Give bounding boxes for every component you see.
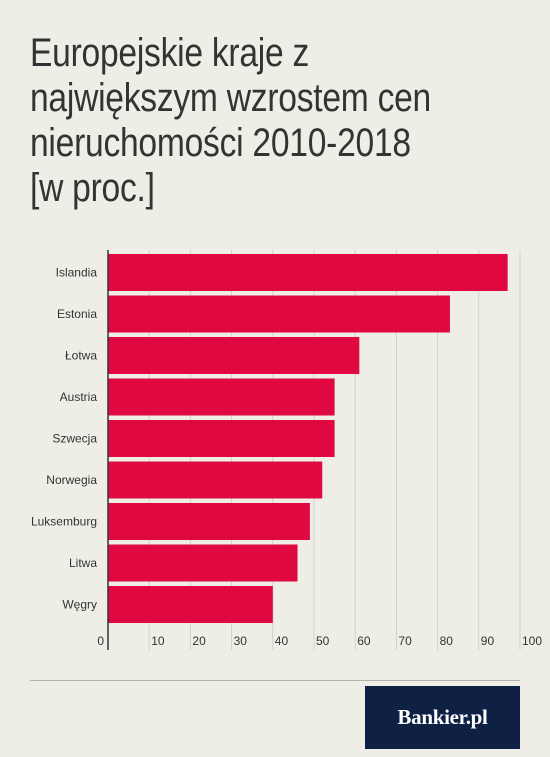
- x-tick-label: 60: [357, 634, 371, 648]
- category-label: Islandia: [56, 266, 98, 280]
- x-tick-label: 30: [234, 634, 248, 648]
- bar: [108, 586, 273, 623]
- x-tick-label: 50: [316, 634, 330, 648]
- x-tick-label: 0: [97, 634, 104, 648]
- x-tick-labels: 0 10 20 30 40 50 60 70 80 90 100: [97, 634, 542, 648]
- x-tick-label: 10: [151, 634, 165, 648]
- bar: [108, 254, 508, 291]
- x-tick-label: 70: [398, 634, 412, 648]
- bar: [108, 378, 335, 416]
- category-label: Estonia: [57, 307, 97, 321]
- category-label: Litwa: [69, 556, 97, 570]
- logo-text: Bankier.pl: [397, 705, 488, 729]
- bar: [108, 503, 310, 540]
- bankier-logo[interactable]: Bankier.pl: [365, 686, 520, 749]
- x-tick-label: 80: [440, 634, 454, 648]
- category-label: Austria: [60, 390, 98, 404]
- x-tick-label: 20: [192, 634, 206, 648]
- bars: [108, 254, 508, 623]
- x-tick-label: 90: [481, 634, 495, 648]
- category-label: Norwegia: [46, 473, 97, 487]
- category-label: Węgry: [62, 598, 97, 612]
- bar-chart: Islandia Estonia Łotwa Austria Szwecja Norweg…: [31, 250, 542, 650]
- category-label: Łotwa: [65, 349, 97, 363]
- footer-divider: [30, 680, 520, 681]
- x-tick-label: 100: [522, 634, 542, 648]
- category-label: Luksemburg: [31, 515, 97, 529]
- category-label: Szwecja: [52, 432, 97, 446]
- bar: [108, 337, 360, 374]
- bar: [108, 461, 323, 499]
- bar: [108, 295, 450, 333]
- chart-title: Europejskie kraje z największym wzrostem…: [30, 31, 431, 210]
- bar: [108, 544, 298, 582]
- category-labels: Islandia Estonia Łotwa Austria Szwecja Norweg…: [31, 266, 97, 612]
- x-tick-label: 40: [275, 634, 289, 648]
- bar: [108, 420, 335, 457]
